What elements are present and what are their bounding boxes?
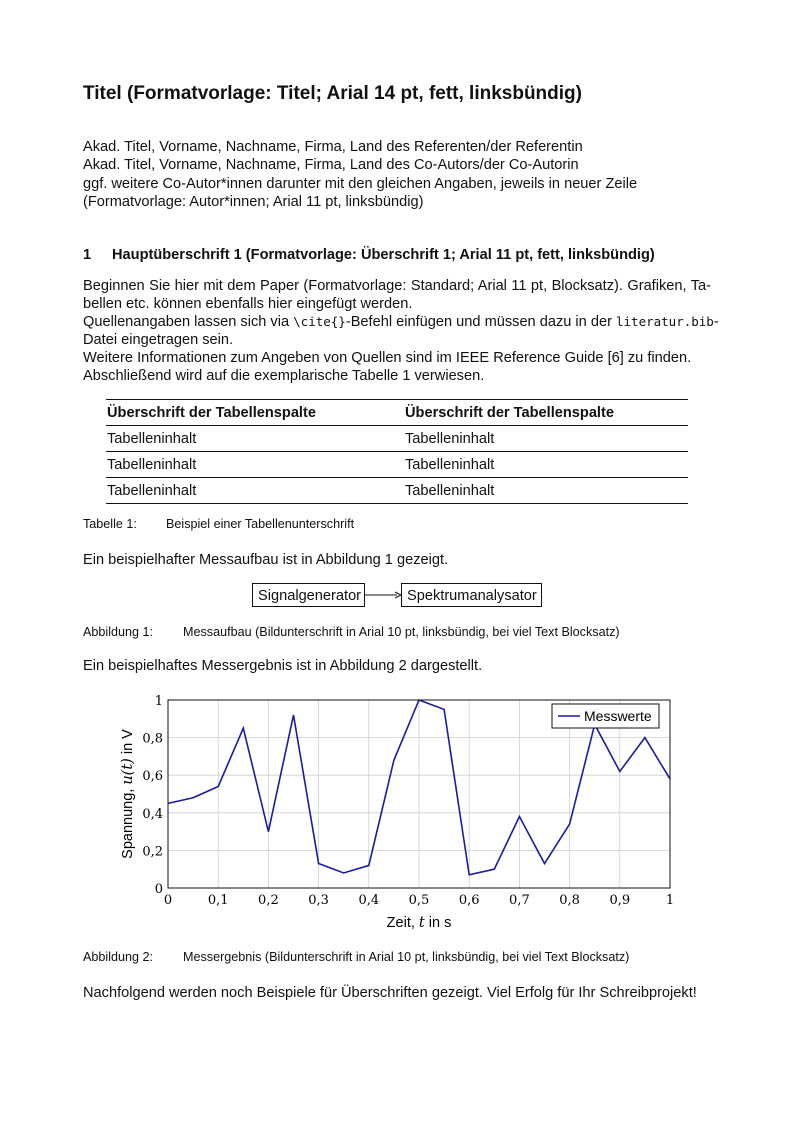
code-cite: \cite{} xyxy=(293,314,346,329)
closing-text: Nachfolgend werden noch Beispiele für Üb… xyxy=(83,985,697,1001)
x-tick-label: 0,8 xyxy=(559,893,580,908)
x-tick-label: 0,4 xyxy=(358,893,379,908)
example-table: Überschrift der Tabellenspalte Überschri… xyxy=(106,399,688,504)
author-line: Akad. Titel, Vorname, Nachname, Firma, L… xyxy=(83,139,583,155)
x-tick-label: 0,1 xyxy=(208,893,229,908)
figure1-caption-text: Messaufbau (Bildunterschrift in Arial 10… xyxy=(183,625,620,639)
author-line: ggf. weitere Co-Autor*innen darunter mit… xyxy=(83,176,638,192)
code-filename: literatur.bib xyxy=(616,314,714,329)
table-cell: Tabelleninhalt xyxy=(405,430,495,447)
table-cell: Tabelleninhalt xyxy=(405,456,495,473)
paragraph-line: bellen etc. können ebenfalls hier eingef… xyxy=(83,296,413,312)
text: -Befehl einfügen und müssen dazu in der xyxy=(345,314,616,330)
x-tick-label: 0,6 xyxy=(459,893,480,908)
legend-label: Messwerte xyxy=(584,708,652,724)
paragraph-line: Beginnen Sie hier mit dem Paper (Formatv… xyxy=(83,278,711,294)
figure1-intro: Ein beispielhafter Messaufbau ist in Abb… xyxy=(83,552,449,568)
paragraph-line: Abschließend wird auf die exemplarische … xyxy=(83,368,485,384)
legend: Messwerte xyxy=(551,703,660,729)
table-row: Tabelleninhalt Tabelleninhalt xyxy=(106,426,688,452)
figure1-caption-label: Abbildung 1: xyxy=(83,625,154,639)
table-cell: Tabelleninhalt xyxy=(107,482,197,499)
x-tick-label: 1 xyxy=(666,893,674,908)
y-axis-label: Spannung, u(t) in V xyxy=(120,729,136,859)
table-cell: Tabelleninhalt xyxy=(405,482,495,499)
y-tick-label: 0,4 xyxy=(142,807,163,822)
x-tick-label: 0,9 xyxy=(609,893,630,908)
table-header: Überschrift der Tabellenspalte xyxy=(107,404,316,421)
figure2-caption-label: Abbildung 2: xyxy=(83,950,154,964)
text: - xyxy=(713,314,719,330)
page-title: Titel (Formatvorlage: Titel; Arial 14 pt… xyxy=(83,83,582,104)
author-line: (Formatvorlage: Autor*innen; Arial 11 pt… xyxy=(83,194,424,210)
table-row: Tabelleninhalt Tabelleninhalt xyxy=(106,452,688,478)
section-heading: Hauptüberschrift 1 (Formatvorlage: Übers… xyxy=(112,247,655,263)
section-number: 1 xyxy=(83,247,92,263)
x-tick-label: 0,7 xyxy=(509,893,530,908)
x-tick-label: 0,5 xyxy=(409,893,430,908)
x-tick-label: 0,3 xyxy=(308,893,329,908)
chart-ticks: 0 0,1 0,2 0,3 0,4 0,5 0,6 0,7 0,8 0,9 1 0 0,2 0,4 0,6 0… xyxy=(142,694,674,908)
text: Quellenangaben lassen sich via xyxy=(83,314,294,330)
x-axis-label: Zeit, t in s xyxy=(387,915,452,931)
paragraph-line: Datei eingetragen sein. xyxy=(83,332,234,348)
spektrumanalysator-box: Spektrumanalysator xyxy=(401,583,542,607)
table-caption-label: Tabelle 1: xyxy=(83,517,137,531)
paragraph-line: Quellenangaben lassen sich via \cite{}-B… xyxy=(83,313,719,331)
author-line: Akad. Titel, Vorname, Nachname, Firma, L… xyxy=(83,157,579,173)
paragraph-line: Weitere Informationen zum Angeben von Qu… xyxy=(83,350,692,366)
y-tick-label: 0,6 xyxy=(142,769,163,784)
table-row: Tabelleninhalt Tabelleninhalt xyxy=(106,478,688,504)
figure2-caption-text: Messergebnis (Bildunterschrift in Arial … xyxy=(183,950,630,964)
x-tick-label: 0,2 xyxy=(258,893,279,908)
plot-frame xyxy=(167,699,671,889)
y-tick-label: 0,8 xyxy=(142,732,163,747)
y-tick-label: 1 xyxy=(155,694,163,709)
figure2-intro: Ein beispielhaftes Messergebnis ist in A… xyxy=(83,658,483,674)
table-cell: Tabelleninhalt xyxy=(107,456,197,473)
y-tick-label: 0,2 xyxy=(142,844,163,859)
table-header: Überschrift der Tabellenspalte xyxy=(405,404,614,421)
x-tick-label: 0 xyxy=(164,893,172,908)
y-tick-label: 0 xyxy=(155,882,163,897)
table-caption-text: Beispiel einer Tabellenunterschrift xyxy=(166,517,355,531)
table-cell: Tabelleninhalt xyxy=(107,430,197,447)
